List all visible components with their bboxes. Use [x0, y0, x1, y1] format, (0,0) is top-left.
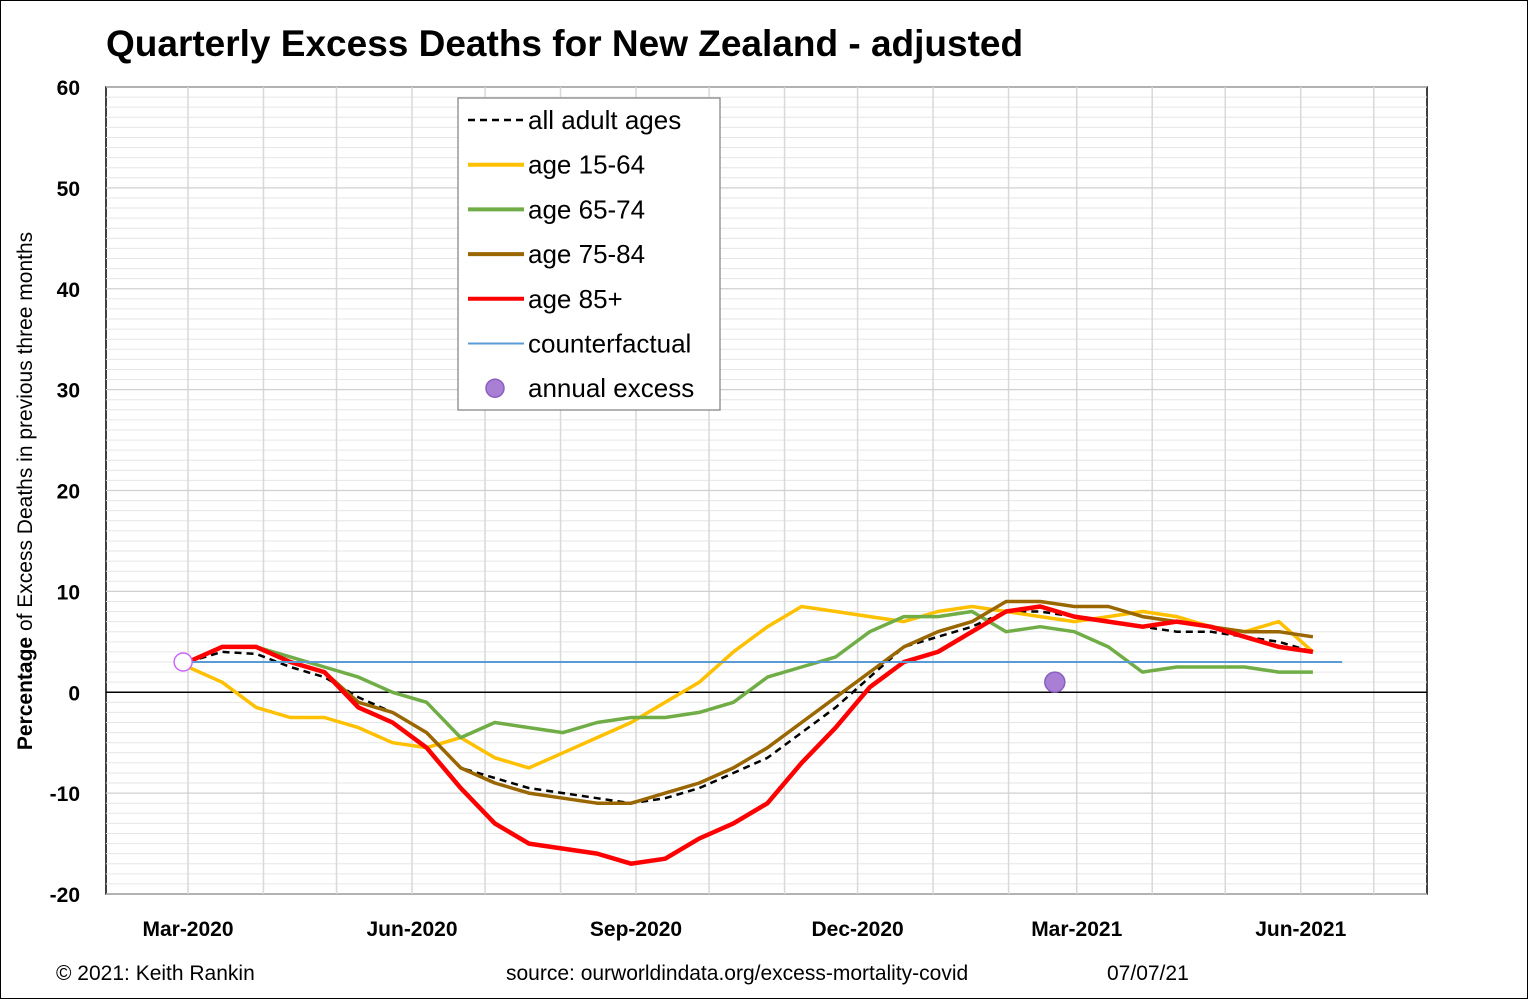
- y-tick-label: 10: [57, 581, 80, 604]
- footer-source: source: ourworldindata.org/excess-mortal…: [506, 962, 968, 985]
- y-tick-label: -10: [50, 783, 80, 806]
- y-axis-label-bold: Percentage: [14, 637, 37, 750]
- y-tick-label: 40: [57, 279, 80, 302]
- x-tick-label: Mar-2020: [142, 918, 233, 941]
- x-tick-label: Jun-2020: [366, 918, 457, 941]
- plot-area: -20 -10 0 10 20 30 40 50 60 Mar-2020 Jun-2020 Sep-2…: [50, 77, 1428, 941]
- x-tick-label: Mar-2021: [1031, 918, 1122, 941]
- legend-label: counterfactual: [528, 329, 691, 359]
- footer-date: 07/07/21: [1107, 962, 1189, 985]
- legend-label: all adult ages: [528, 105, 681, 135]
- chart-title: Quarterly Excess Deaths for New Zealand …: [106, 23, 1023, 64]
- annual-excess-point: [1044, 671, 1066, 693]
- series-line-age-65-74: [187, 609, 1313, 740]
- legend-label: age 65-74: [528, 194, 645, 224]
- legend-label: age 75-84: [528, 239, 645, 269]
- x-tick-label: Dec-2020: [811, 918, 903, 941]
- y-tick-label: 60: [57, 77, 80, 100]
- legend-label: age 15-64: [528, 150, 645, 180]
- series-line-age-85-: [187, 604, 1314, 866]
- y-axis-label: Percentage of Excess Deaths in previous …: [14, 232, 37, 750]
- legend-label: annual excess: [528, 373, 694, 403]
- y-tick-label: 0: [68, 682, 80, 705]
- y-tick-label: -20: [50, 884, 80, 907]
- y-axis-label-rest: of Excess Deaths in previous three month…: [14, 232, 37, 637]
- y-tick-label: 30: [57, 380, 80, 403]
- y-tick-label: 50: [57, 178, 80, 201]
- y-tick-label: 20: [57, 481, 80, 504]
- annual-excess-point: [173, 652, 193, 672]
- x-tick-label: Jun-2021: [1255, 918, 1346, 941]
- x-tick-label: Sep-2020: [590, 918, 682, 941]
- footer-copyright: © 2021: Keith Rankin: [56, 962, 255, 985]
- legend-label: age 85+: [528, 284, 623, 314]
- series-line-age-15-64: [187, 604, 1315, 770]
- series-line-age-75-84: [187, 599, 1314, 805]
- legend-marker: [485, 378, 505, 398]
